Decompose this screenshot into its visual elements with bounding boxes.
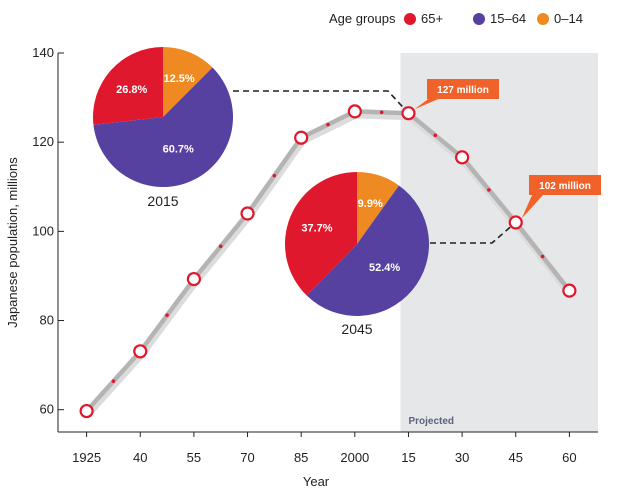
series-point [240,206,255,221]
x-ticks: 1925 40 55 70 85 2000 15 30 45 60 [72,432,577,465]
x-tick-label: 55 [187,450,201,465]
pie-slice-label: 12.5% [163,73,194,85]
y-axis-title: Japanese population, millions [5,157,20,328]
pie-year-label: 2015 [147,193,178,209]
series-mid-dot [218,244,223,249]
pie-year-label: 2045 [341,321,372,337]
series-mid-dot [540,254,545,259]
y-ticks: 60 80 100 120 140 [32,45,64,417]
series-mid-dot [272,173,277,178]
axes [57,53,598,433]
callouts: 127 million 102 million [414,79,601,219]
x-tick-label: 30 [455,450,469,465]
pie-slice-label: 26.8% [116,84,147,96]
pie-slice-label: 60.7% [163,144,194,156]
x-tick-label: 60 [562,450,576,465]
pie-slice [163,47,213,117]
callout-label: 102 million [539,181,591,192]
series-point [186,271,201,287]
legend-swatch [404,13,416,25]
x-tick-label: 15 [401,450,415,465]
pie-connectors [233,90,517,244]
x-tick-label: 70 [240,450,254,465]
y-tick-label: 60 [40,402,54,417]
pie-slice-label: 9.9% [358,198,383,210]
legend-swatch [537,13,549,25]
callout-box [529,175,601,195]
series-point [294,130,309,145]
callout-box [427,79,499,99]
pie-slice [93,47,163,125]
series-point [79,403,94,419]
callout-pointer [414,97,443,110]
x-tick-label: 40 [133,450,147,465]
series-mid-dot [165,313,169,317]
callout-pointer [521,193,545,219]
series-point [562,283,577,298]
series-point [347,104,362,119]
series-point [133,344,148,359]
x-tick-label: 85 [294,450,308,465]
pie-slice [357,172,399,244]
legend-swatch [473,13,485,25]
legend: Age groups 65+ 15–64 0–14 [329,11,583,26]
y-tick-label: 120 [32,134,54,149]
pie-connector [233,90,410,114]
x-tick-label: 1925 [72,450,101,465]
series-point [401,106,416,121]
series-mid-dot [379,110,384,115]
x-tick-label: 2000 [340,450,369,465]
series-point [455,150,470,165]
projected-label: Projected [408,416,454,427]
pie-connector [430,221,517,244]
series-point [508,215,523,230]
series-mid-dot [326,122,330,127]
legend-label: 65+ [421,11,443,26]
pie-slice [284,172,357,296]
legend-title: Age groups [329,11,396,26]
y-tick-label: 140 [32,45,54,60]
series-mid-dot [487,188,491,192]
x-axis-title: Year [303,474,330,489]
legend-label: 0–14 [554,11,583,26]
pie-slice-label: 52.4% [369,262,400,274]
age-pies: 12.5% 60.7% 26.8% 2015 9.9% 52.4% 37.7% 2045 [93,47,430,337]
y-tick-label: 100 [32,223,54,238]
series-mid-dot [111,379,116,383]
legend-label: 15–64 [490,11,526,26]
callout-label: 127 million [437,85,489,96]
x-tick-label: 45 [509,450,523,465]
series-mid-dot [433,133,438,138]
population-series [79,104,577,419]
pie-slice-label: 37.7% [301,223,332,235]
y-tick-label: 80 [40,313,54,328]
pie-slice [306,185,430,317]
pie-slice [93,67,234,187]
